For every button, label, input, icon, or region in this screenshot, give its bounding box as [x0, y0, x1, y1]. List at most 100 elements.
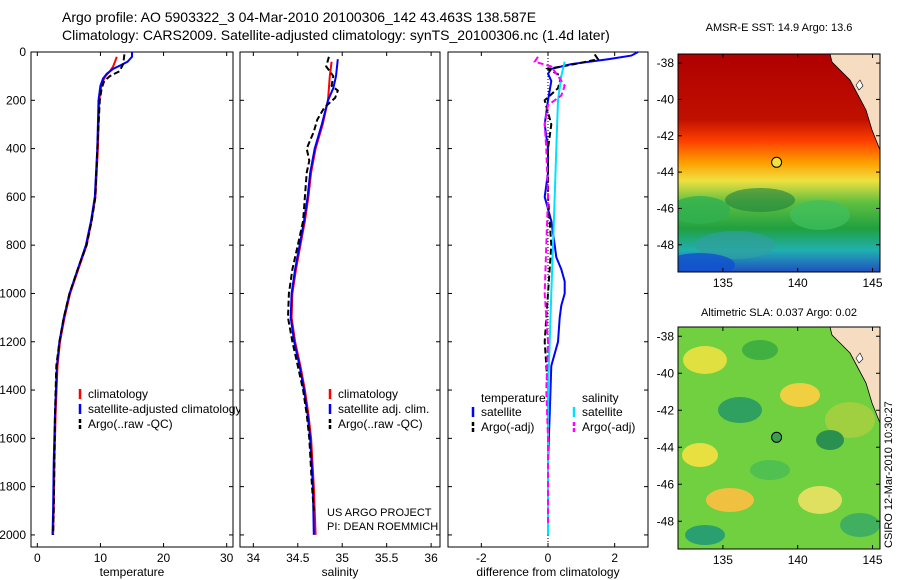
x-tick-label: 34	[247, 551, 261, 565]
salinity-axis-label: salinity	[322, 565, 359, 579]
x-tick-label: 34.5	[286, 551, 310, 565]
legend-label: Argo(-adj)	[481, 420, 534, 434]
map-y-tick-label: -44	[657, 440, 675, 454]
sla-land-tasmania	[829, 327, 880, 424]
y-tick-label: 1000	[0, 286, 26, 300]
sst-eddy	[695, 231, 775, 259]
y-tick-label: 2000	[0, 528, 26, 542]
side-timestamp: CSIRO 12-Mar-2010 10:30:27	[883, 401, 895, 548]
sla-anomaly	[840, 513, 880, 537]
sla-anomaly	[798, 486, 842, 514]
x-tick-label: -2	[476, 551, 487, 565]
legend-label: satellite adj. clim.	[338, 402, 429, 416]
figure-title-line2: Climatology: CARS2009. Satellite-adjuste…	[62, 27, 610, 43]
sst-map-title: AMSR-E SST: 14.9 Argo: 13.6	[706, 22, 853, 34]
sst-eddy	[790, 200, 850, 230]
legend-title-salinity: salinity	[582, 391, 619, 405]
series-salinity-argo-adj-	[533, 56, 566, 523]
sla-anomaly	[706, 488, 754, 512]
map-y-tick-label: -44	[657, 165, 675, 179]
series-temperature-satellite	[543, 51, 639, 535]
sst-map-frame	[677, 53, 881, 273]
x-tick-label: 2	[611, 551, 618, 565]
map-y-tick-label: -42	[657, 129, 675, 143]
temperature-axis-label: temperature	[100, 565, 165, 579]
temperature-axes-frame	[30, 51, 234, 548]
map-y-tick-label: -38	[657, 329, 675, 343]
map-x-tick-label: 135	[713, 553, 733, 567]
x-tick-label: 30	[220, 551, 234, 565]
y-tick-label: 0	[19, 45, 26, 59]
y-tick-label: 1400	[0, 383, 26, 397]
sla-anomaly	[750, 460, 790, 480]
x-tick-label: 0	[545, 551, 552, 565]
x-tick-label: 0	[34, 551, 41, 565]
legend-label: satellite-adjusted climatology	[88, 402, 241, 416]
series-argo-raw-qc-	[286, 56, 339, 511]
map-y-tick-label: -48	[657, 238, 675, 252]
sla-anomaly	[682, 443, 718, 467]
sst-land-tasmania	[829, 54, 880, 151]
map-y-tick-label: -40	[657, 92, 675, 106]
map-y-tick-label: -46	[657, 477, 675, 491]
sst-eddy	[678, 196, 730, 224]
sla-map: Altimetric SLA: 0.037 Argo: 0.02 135 140 1…	[657, 307, 883, 567]
map-y-tick-label: -48	[657, 514, 675, 528]
salinity-axes-frame	[239, 51, 441, 548]
sla-anomaly	[825, 402, 875, 438]
map-x-tick-label: 140	[788, 276, 808, 290]
y-tick-label: 800	[6, 238, 26, 252]
sst-eddy	[725, 188, 795, 212]
project-label: US ARGO PROJECT	[327, 507, 432, 519]
legend-label: satellite	[481, 405, 522, 419]
map-y-tick-label: -46	[657, 201, 675, 215]
map-y-tick-label: -40	[657, 366, 675, 380]
x-tick-label: 20	[157, 551, 171, 565]
sst-island	[855, 79, 864, 91]
y-tick-label: 400	[6, 142, 26, 156]
legend-label: Argo(-adj)	[582, 420, 635, 434]
legend-title-temperature: temperature	[481, 391, 546, 405]
y-tick-label: 600	[6, 190, 26, 204]
sla-anomaly	[742, 340, 778, 360]
argo-location-marker	[771, 431, 783, 443]
difference-axis-label: difference from climatology	[476, 565, 619, 579]
sla-anomaly	[683, 346, 727, 374]
map-y-tick-label: -38	[657, 56, 675, 70]
map-x-tick-label: 135	[713, 276, 733, 290]
sst-eddy	[678, 253, 735, 272]
legend-label: Argo(..raw -QC)	[338, 417, 423, 431]
pi-label: PI: DEAN ROEMMICH	[327, 521, 438, 533]
x-tick-label: 36	[424, 551, 438, 565]
temperature-panel: 0 10 20 30 temperature 0 200 400 600 800 1000 1200 1…	[0, 45, 241, 579]
map-x-tick-label: 140	[788, 553, 808, 567]
y-tick-label: 1800	[0, 480, 26, 494]
legend-label: climatology	[88, 387, 148, 401]
sst-map: AMSR-E SST: 14.9 Argo: 13.6 135 140 145 -38…	[657, 22, 883, 290]
legend-label: satellite	[582, 405, 623, 419]
map-y-tick-label: -42	[657, 403, 675, 417]
map-x-tick-label: 145	[863, 276, 883, 290]
argo-location-marker	[771, 156, 783, 168]
sla-map-title: Altimetric SLA: 0.037 Argo: 0.02	[701, 307, 857, 319]
sla-island	[855, 352, 864, 364]
sla-map-frame	[677, 326, 881, 550]
legend-label: Argo(..raw -QC)	[88, 417, 173, 431]
sla-anomaly	[816, 430, 844, 450]
x-tick-label: 35	[336, 551, 350, 565]
sla-anomaly	[780, 383, 820, 407]
y-tick-label: 200	[6, 93, 26, 107]
y-tick-label: 1200	[0, 335, 26, 349]
salinity-panel: 34 34.5 35 35.5 36 salinity climatologysatelli…	[239, 51, 441, 579]
map-x-tick-label: 145	[863, 553, 883, 567]
sla-anomaly	[685, 525, 725, 545]
legend-label: climatology	[338, 387, 398, 401]
sla-anomaly	[718, 397, 762, 423]
x-tick-label: 10	[94, 551, 108, 565]
x-tick-label: 35.5	[375, 551, 399, 565]
figure-title-line1: Argo profile: AO 5903322_3 04-Mar-2010 2…	[62, 9, 537, 25]
y-tick-label: 1600	[0, 431, 26, 445]
series-argo-raw-qc-	[52, 54, 126, 535]
